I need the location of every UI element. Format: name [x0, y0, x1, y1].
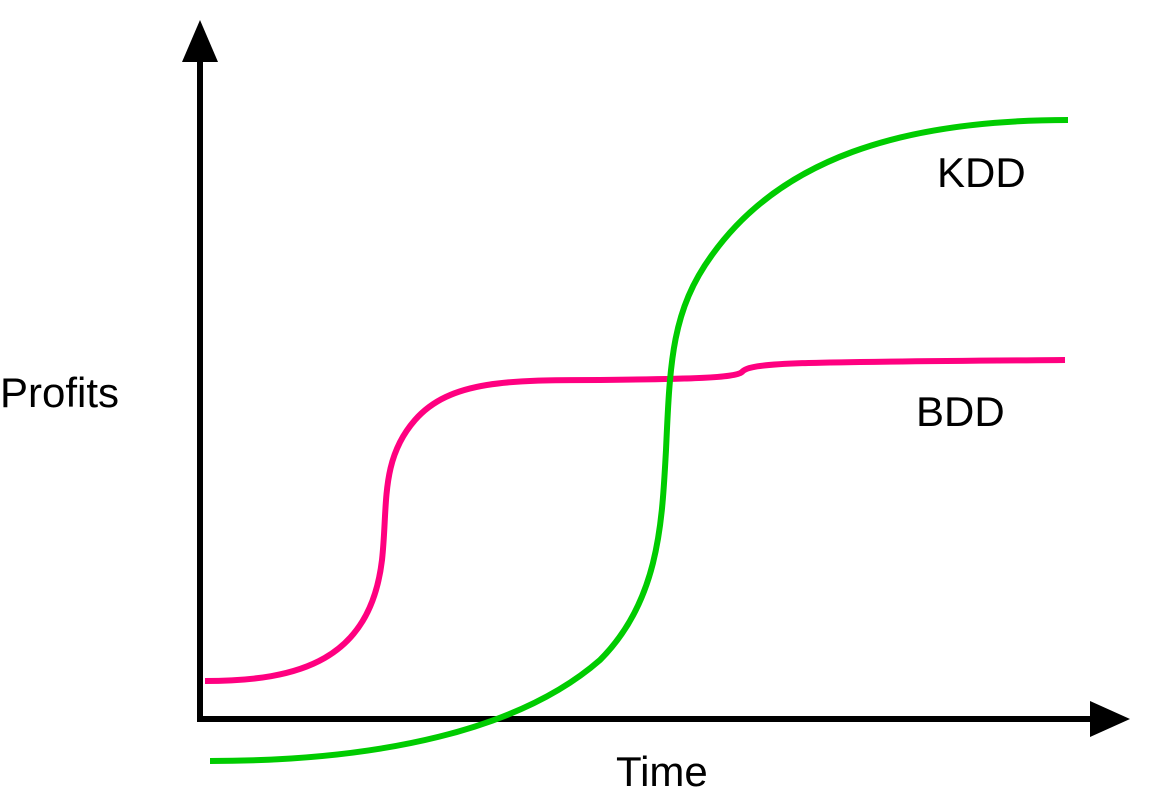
axes [182, 20, 1130, 737]
y-axis-arrowhead [182, 20, 218, 62]
series-label-kdd: KDD [937, 149, 1026, 196]
y-axis-label: Profits [0, 369, 119, 416]
x-axis-arrowhead [1090, 701, 1130, 737]
series-label-bdd: BDD [916, 388, 1005, 435]
x-axis-label: Time [616, 748, 708, 795]
series-line-kdd [209, 117, 1069, 764]
series-line-bdd [204, 357, 1066, 684]
